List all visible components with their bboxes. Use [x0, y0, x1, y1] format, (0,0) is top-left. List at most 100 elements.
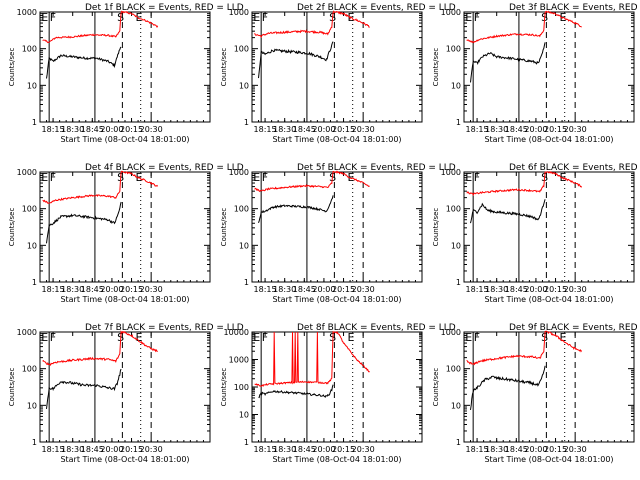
x-tick-label: 20:30 [140, 445, 163, 454]
y-axis-label: Counts/sec [8, 48, 16, 87]
event-letter: E [135, 331, 142, 344]
x-axis-label: Start Time (08-Oct-04 18:01:00) [60, 135, 189, 144]
chart-title: Det 6f BLACK = Events, RED = LLD [509, 163, 640, 173]
plot-frame [39, 331, 211, 443]
y-tick-label: 10 [239, 241, 249, 250]
y-tick-label: 100 [22, 45, 37, 54]
event-letter: E [465, 331, 472, 344]
y-tick-label: 10 [451, 81, 461, 90]
x-axis-label: Start Time (08-Oct-04 18:01:00) [272, 135, 401, 144]
x-tick-label: 20:00 [524, 285, 547, 294]
chart-title: Det 9f BLACK = Events, RED = LLD [509, 323, 640, 333]
series-lld [466, 10, 582, 44]
y-tick-label: 100 [234, 205, 249, 214]
event-letter: E [253, 11, 260, 24]
x-tick-label: 18:15 [254, 285, 277, 294]
x-tick-label: 20:15 [120, 285, 143, 294]
y-tick-label: 1 [32, 118, 37, 127]
y-tick-label: 1000 [17, 8, 37, 17]
y-axis-label: Counts/sec [8, 368, 16, 407]
x-tick-label: 20:15 [332, 445, 355, 454]
x-tick-label: 18:30 [485, 125, 508, 134]
x-axis-label: Start Time (08-Oct-04 18:01:00) [60, 295, 189, 304]
event-letter: E [347, 171, 354, 184]
y-tick-label: 1000 [441, 168, 461, 177]
chart-title: Det 5f BLACK = Events, RED = LLD [297, 163, 456, 173]
y-tick-label: 100 [234, 383, 249, 392]
series-events [470, 365, 546, 410]
event-letter: E [135, 11, 142, 24]
series-lld [42, 170, 159, 204]
chart-panel-9: Det 9f BLACK = Events, RED = LLD 1 10 100 10… [432, 323, 640, 464]
y-tick-label: 1 [32, 278, 37, 287]
y-tick-label: 1000 [17, 168, 37, 177]
series-events [46, 46, 122, 79]
x-tick-label: 18:45 [81, 285, 104, 294]
x-tick-label: 18:45 [505, 445, 528, 454]
x-tick-label: 20:00 [100, 285, 123, 294]
y-tick-label: 100 [446, 205, 461, 214]
x-tick-label: 20:30 [564, 285, 587, 294]
chart-panel-8: Det 8f BLACK = Events, RED = LLD 1 10 100 10… [220, 323, 456, 464]
event-letter: E [253, 331, 260, 344]
y-tick-label: 100 [22, 205, 37, 214]
y-axis-label: Counts/sec [220, 368, 228, 407]
y-tick-label: 1 [456, 278, 461, 287]
x-tick-label: 18:30 [273, 445, 296, 454]
x-tick-label: 20:15 [120, 445, 143, 454]
series-events [258, 195, 334, 223]
y-tick-label: 10 [239, 81, 249, 90]
x-tick-label: 20:30 [352, 445, 375, 454]
event-letter: E [465, 171, 472, 184]
x-tick-label: 18:15 [466, 125, 489, 134]
event-letter: F [262, 171, 268, 184]
x-tick-label: 20:15 [544, 445, 567, 454]
series-lld [42, 10, 159, 44]
y-tick-label: 10 [451, 241, 461, 250]
y-axis-label: Counts/sec [8, 208, 16, 247]
series-lld [42, 330, 158, 366]
plot-frame [463, 171, 635, 283]
event-letter: F [262, 331, 268, 344]
y-tick-label: 1000 [441, 328, 461, 337]
x-tick-label: 20:15 [544, 125, 567, 134]
y-tick-label: 10 [27, 401, 37, 410]
y-tick-label: 10 [239, 411, 249, 420]
x-tick-label: 20:15 [332, 125, 355, 134]
series-events [46, 368, 122, 409]
y-axis-label: Counts/sec [220, 48, 228, 87]
chart-panel-2: Det 2f BLACK = Events, RED = LLD 1 10 100 10… [220, 3, 456, 144]
x-tick-label: 18:15 [466, 445, 489, 454]
x-axis-label: Start Time (08-Oct-04 18:01:00) [272, 455, 401, 464]
x-axis-label: Start Time (08-Oct-04 18:01:00) [484, 295, 613, 304]
y-tick-label: 1000 [229, 356, 249, 365]
x-tick-label: 20:15 [544, 285, 567, 294]
event-letter: F [50, 171, 56, 184]
y-tick-label: 100 [446, 365, 461, 374]
y-tick-label: 100 [234, 45, 249, 54]
chart-panel-4: Det 4f BLACK = Events, RED = LLD 1 10 100 10… [8, 163, 244, 304]
x-tick-label: 20:15 [120, 125, 143, 134]
y-tick-label: 10 [27, 81, 37, 90]
event-letter: E [41, 171, 48, 184]
event-letter: E [347, 331, 354, 344]
event-letter: F [474, 331, 480, 344]
series-lld [466, 330, 583, 366]
x-tick-label: 20:00 [100, 125, 123, 134]
x-tick-label: 20:00 [312, 445, 335, 454]
y-tick-label: 100 [446, 45, 461, 54]
chart-title: Det 8f BLACK = Events, RED = LLD [297, 323, 456, 333]
event-letter: E [465, 11, 472, 24]
y-axis-label: Counts/sec [432, 48, 440, 87]
x-tick-label: 18:15 [42, 445, 65, 454]
y-tick-label: 1 [244, 278, 249, 287]
series-events [470, 42, 546, 83]
x-tick-label: 20:30 [140, 285, 163, 294]
x-tick-label: 18:45 [293, 125, 316, 134]
y-tick-label: 10000 [224, 328, 249, 337]
chart-panel-1: Det 1f BLACK = Events, RED = LLD 1 10 100 10… [8, 3, 244, 144]
chart-title: Det 7f BLACK = Events, RED = LLD [85, 323, 244, 333]
x-axis-label: Start Time (08-Oct-04 18:01:00) [484, 135, 613, 144]
x-tick-label: 20:30 [564, 445, 587, 454]
y-tick-label: 100 [22, 365, 37, 374]
